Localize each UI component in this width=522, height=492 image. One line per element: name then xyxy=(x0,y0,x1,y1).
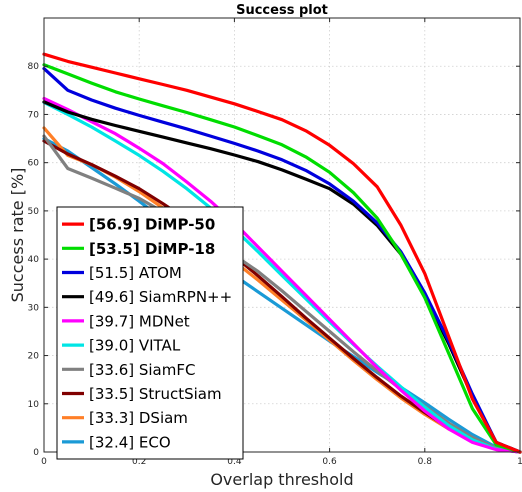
y-tick-label: 80 xyxy=(28,62,40,72)
x-tick-label: 0.2 xyxy=(132,457,146,467)
legend-box xyxy=(56,206,244,460)
y-tick-label: 30 xyxy=(28,303,40,313)
y-tick-label: 40 xyxy=(28,255,40,265)
series-line-eco xyxy=(42,137,522,454)
y-tick-label: 60 xyxy=(28,159,40,169)
plot-area-frame xyxy=(43,17,521,453)
y-tick-label: 0 xyxy=(33,448,39,458)
x-tick-label: 0 xyxy=(41,457,47,467)
x-tick-label: 0.6 xyxy=(322,457,337,467)
chart-title: Success plot xyxy=(236,3,328,18)
series-lines xyxy=(42,52,522,454)
series-line-vital xyxy=(42,100,522,454)
x-axis-label: Overlap threshold xyxy=(210,470,353,489)
legend-entry: [39.7] MDNet xyxy=(89,312,190,330)
y-axis-label: Success rate [%] xyxy=(8,168,27,303)
legend-entry: [53.5] DiMP-18 xyxy=(89,240,215,258)
legend-entry: [32.4] ECO xyxy=(89,433,171,451)
legend-entry: [56.9] DiMP-50 xyxy=(89,216,215,234)
legend: [56.9] DiMP-50 [53.5] DiMP-18 [51.5] ATOM [… xyxy=(56,206,244,460)
x-tick-label: 0.8 xyxy=(418,457,433,467)
legend-entry: [51.5] ATOM xyxy=(89,264,182,282)
y-tick-label: 70 xyxy=(28,110,40,120)
legend-entry: [33.5] StructSiam xyxy=(89,385,222,403)
x-tick-label: 0.4 xyxy=(227,457,242,467)
x-tick-label: 1 xyxy=(517,457,522,467)
legend-entry: [39.0] VITAL xyxy=(89,337,181,355)
y-tick-label: 20 xyxy=(28,352,40,362)
legend-entry: [33.6] SiamFC xyxy=(89,361,195,379)
legend-entry: [33.3] DSiam xyxy=(89,409,188,427)
series-line-dimp-18 xyxy=(42,63,522,454)
series-line-atom xyxy=(42,66,522,454)
y-tick-label: 10 xyxy=(28,400,40,410)
series-line-mdnet xyxy=(42,96,522,454)
legend-entry: [49.6] SiamRPN++ xyxy=(89,288,232,306)
y-tick-label: 50 xyxy=(28,207,40,217)
series-line-dimp-50 xyxy=(42,52,522,454)
